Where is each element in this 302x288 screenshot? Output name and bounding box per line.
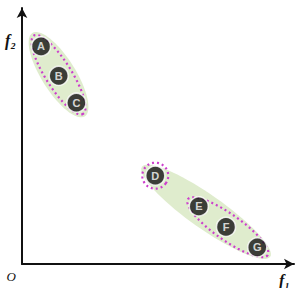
svg-text:O: O	[7, 269, 17, 284]
svg-text:A: A	[37, 40, 45, 52]
svg-text:C: C	[72, 97, 80, 109]
svg-text:f₂: f₂	[5, 32, 16, 50]
svg-text:G: G	[253, 241, 262, 253]
svg-text:B: B	[55, 70, 63, 82]
svg-text:F: F	[223, 221, 230, 233]
svg-text:E: E	[195, 200, 202, 212]
svg-text:D: D	[151, 170, 159, 182]
svg-text:f₁: f₁	[279, 272, 290, 288]
